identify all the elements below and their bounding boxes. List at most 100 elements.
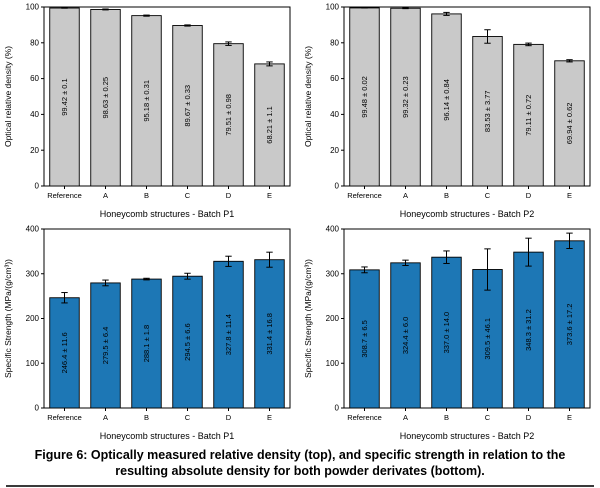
bar: [49, 297, 80, 409]
y-tick-label: 300: [26, 269, 40, 278]
bar-value-label: 99.32 ± 0.23: [401, 76, 410, 118]
chart-cell: 0 100 200 300 400 246.4 ± 11.6 Reference 279.5 …: [0, 222, 300, 444]
bar: [254, 63, 285, 187]
bar-value-label: 68.21 ± 1.1: [265, 106, 274, 143]
bar-value-label: 331.4 ± 16.8: [265, 313, 274, 355]
x-tick-label: E: [567, 413, 572, 422]
bar: [213, 260, 244, 409]
bar: [90, 9, 121, 187]
bar: [349, 7, 380, 187]
x-tick-label: B: [444, 191, 449, 200]
bar-value-label: 327.8 ± 11.4: [224, 314, 233, 355]
figure-caption: Figure 6: Optically measured relative de…: [6, 444, 594, 487]
x-tick-label: C: [185, 191, 191, 200]
y-tick-label: 80: [30, 38, 39, 47]
y-axis-label: Specific Strength (MPa/(g/cm³)): [303, 259, 313, 378]
x-tick-label: C: [485, 191, 491, 200]
x-tick-label: B: [444, 413, 449, 422]
bar-value-label: 99.42 ± 0.1: [60, 78, 69, 115]
plot-frame: [343, 6, 591, 187]
bar-value-label: 95.18 ± 0.31: [142, 80, 151, 122]
bar-value-label: 309.5 ± 46.1: [483, 318, 492, 360]
x-tick-label: Reference: [347, 191, 382, 200]
bar-value-label: 79.11 ± 0.72: [524, 95, 533, 136]
bar-value-label: 246.4 ± 11.6: [60, 332, 69, 373]
chart-cell: 0 20 40 60 80 100 99.48 ± 0.02 Reference 99.32 ±…: [300, 0, 600, 222]
plot-frame: [343, 228, 591, 409]
x-tick-label: Reference: [47, 191, 82, 200]
x-tick-label: A: [403, 191, 408, 200]
chart-strength-batch-p1: 0 100 200 300 400 246.4 ± 11.6 Reference 279.5 …: [3, 225, 291, 441]
bar-value-label: 83.53 ± 3.77: [483, 90, 492, 132]
chart-cell: 0 20 40 60 80 100 99.42 ± 0.1 Reference 98.63 ± …: [0, 0, 300, 222]
bar-value-label: 373.6 ± 17.2: [565, 304, 574, 346]
y-tick-label: 60: [30, 74, 39, 83]
x-tick-label: Reference: [47, 413, 82, 422]
y-tick-label: 100: [326, 359, 340, 368]
bar: [554, 240, 585, 409]
bar-value-label: 79.51 ± 0.98: [224, 94, 233, 136]
chart-cell: 0 100 200 300 400 308.7 ± 6.5 Reference 324.4 ±…: [300, 222, 600, 444]
chart-density-batch-p2: 0 20 40 60 80 100 99.48 ± 0.02 Reference 99.32 ±…: [303, 3, 591, 219]
y-tick-label: 0: [335, 182, 340, 191]
bar: [472, 269, 503, 409]
bar: [431, 13, 462, 187]
x-tick-label: C: [485, 413, 491, 422]
x-tick-label: E: [567, 191, 572, 200]
bar: [131, 15, 162, 187]
y-tick-label: 400: [326, 225, 340, 234]
bar: [472, 36, 503, 187]
x-tick-label: A: [103, 191, 108, 200]
x-tick-label: E: [267, 413, 272, 422]
bar-value-label: 308.7 ± 6.5: [360, 320, 369, 357]
x-tick-label: B: [144, 191, 149, 200]
y-tick-label: 100: [26, 3, 40, 12]
bar-value-label: 279.5 ± 6.4: [101, 327, 110, 364]
plot-frame: [43, 228, 291, 409]
y-tick-label: 100: [326, 3, 340, 12]
y-tick-label: 20: [330, 146, 339, 155]
y-tick-label: 0: [35, 404, 40, 413]
y-axis-label: Specific Strength (MPa/(g/cm³)): [3, 259, 13, 378]
y-tick-label: 200: [326, 314, 340, 323]
bar-value-label: 288.1 ± 1.8: [142, 325, 151, 362]
bar-value-label: 99.48 ± 0.02: [360, 76, 369, 118]
y-tick-label: 0: [35, 182, 40, 191]
y-axis-label: Optical relative density (%): [303, 46, 313, 147]
x-tick-label: B: [144, 413, 149, 422]
y-tick-label: 200: [26, 314, 40, 323]
x-tick-label: D: [226, 413, 232, 422]
y-tick-label: 80: [330, 38, 339, 47]
y-tick-label: 400: [26, 225, 40, 234]
bar: [349, 269, 380, 409]
plot-frame: [43, 6, 291, 187]
y-tick-label: 100: [26, 359, 40, 368]
bar-value-label: 324.4 ± 6.0: [401, 317, 410, 354]
x-axis-label: Honeycomb structures - Batch P2: [400, 209, 535, 219]
x-tick-label: E: [267, 191, 272, 200]
bar: [513, 251, 544, 409]
x-tick-label: C: [185, 413, 191, 422]
y-tick-label: 0: [335, 404, 340, 413]
bar: [254, 259, 285, 409]
x-axis-label: Honeycomb structures - Batch P1: [100, 431, 235, 441]
x-axis-label: Honeycomb structures - Batch P1: [100, 209, 235, 219]
chart-strength-batch-p2: 0 100 200 300 400 308.7 ± 6.5 Reference 324.4 ±…: [303, 225, 591, 441]
y-tick-label: 40: [330, 110, 339, 119]
x-tick-label: Reference: [347, 413, 382, 422]
bar-value-label: 337.0 ± 14.0: [442, 312, 451, 354]
bar-value-label: 96.14 ± 0.84: [442, 79, 451, 121]
bar: [513, 43, 544, 187]
y-tick-label: 60: [330, 74, 339, 83]
x-tick-label: A: [103, 413, 108, 422]
bar: [554, 60, 585, 187]
bar-value-label: 294.5 ± 6.6: [183, 323, 192, 360]
x-axis-label: Honeycomb structures - Batch P2: [400, 431, 535, 441]
bar-value-label: 98.63 ± 0.25: [101, 77, 110, 119]
y-tick-label: 40: [30, 110, 39, 119]
charts-grid: 0 20 40 60 80 100 99.42 ± 0.1 Reference 98.63 ± …: [0, 0, 600, 444]
bar-value-label: 348.3 ± 31.2: [524, 309, 533, 351]
y-tick-label: 20: [30, 146, 39, 155]
bar-value-label: 89.67 ± 0.33: [183, 85, 192, 127]
